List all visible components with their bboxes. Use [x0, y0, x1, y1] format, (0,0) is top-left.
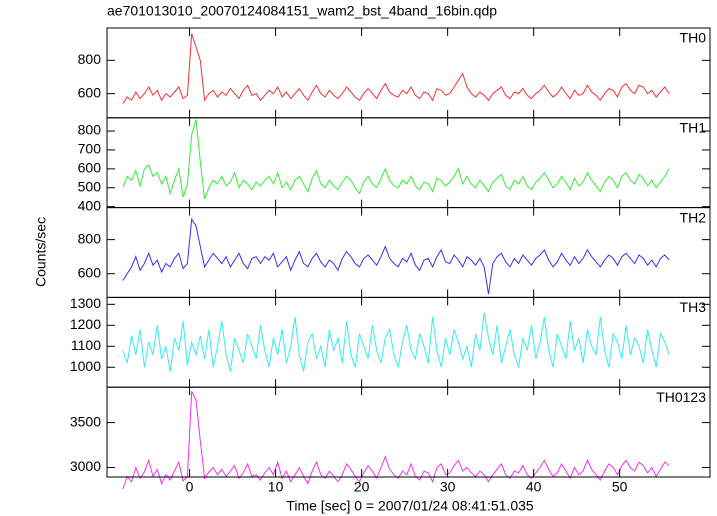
light-curve [122, 390, 670, 490]
y-tick-label: 1100 [71, 337, 101, 353]
x-tick-label: 10 [268, 479, 284, 495]
x-tick-label: 20 [354, 479, 370, 495]
y-tick-label: 1000 [70, 358, 101, 374]
y-tick-label: 700 [78, 141, 102, 157]
y-tick-label: 600 [78, 264, 102, 280]
y-tick-label: 500 [78, 178, 102, 194]
x-tick-label: 50 [612, 479, 628, 495]
panel-frame [106, 296, 711, 388]
y-tick-label: 1200 [70, 316, 101, 332]
y-tick-label: 600 [78, 160, 102, 176]
chart-title: ae701013010_20070124084151_wam2_bst_4ban… [107, 3, 497, 19]
panel-label: TH3 [680, 299, 707, 315]
panel-label: TH0123 [656, 389, 706, 405]
x-tick-label: 0 [186, 479, 194, 495]
x-tick-label: 40 [526, 479, 542, 495]
y-tick-label: 3000 [70, 458, 101, 474]
panel-label: TH2 [680, 209, 707, 225]
panel-frame [106, 27, 711, 119]
y-tick-label: 800 [78, 230, 102, 246]
panel-label: TH1 [680, 120, 707, 136]
light-curve [122, 119, 670, 200]
y-tick-label: 1300 [70, 295, 101, 311]
x-axis-label: Time [sec] 0 = 2007/01/24 08:41:51.035 [286, 498, 534, 514]
light-curve [122, 33, 670, 104]
light-curve [122, 217, 670, 295]
y-axis-label: Counts/sec [33, 217, 49, 287]
panel-label: TH0 [680, 30, 707, 46]
y-tick-label: 800 [78, 51, 102, 67]
panel-frame [106, 207, 711, 298]
y-tick-label: 800 [78, 122, 102, 138]
x-tick-label: 30 [440, 479, 456, 495]
y-tick-label: 3500 [70, 413, 101, 429]
y-tick-label: 600 [78, 84, 102, 100]
y-tick-label: 400 [78, 197, 102, 213]
light-curve [122, 312, 670, 372]
panel-frame [106, 386, 711, 478]
